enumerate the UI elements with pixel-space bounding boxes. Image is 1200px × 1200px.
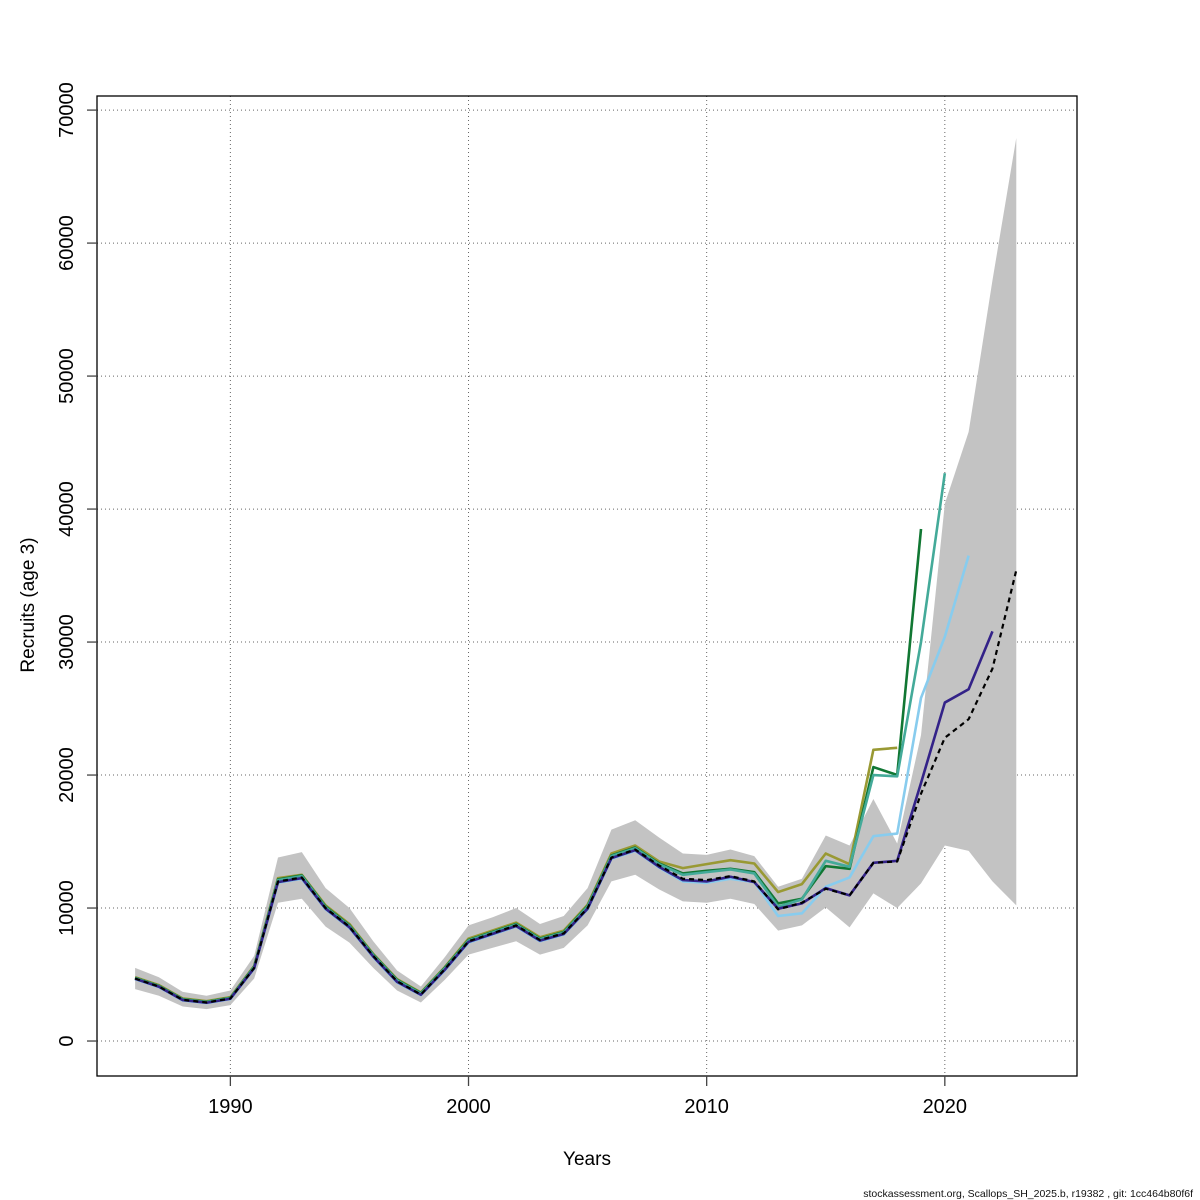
y-tick-label: 60000 xyxy=(56,215,78,271)
x-axis-label: Years xyxy=(563,1149,611,1170)
x-tick-label: 1990 xyxy=(208,1096,253,1118)
black-dashed-line xyxy=(134,569,1018,1004)
watermark-text: stockassessment.org, Scallops_SH_2025.b,… xyxy=(863,1188,1193,1200)
y-tick-label: 70000 xyxy=(56,82,78,138)
teal-line xyxy=(134,472,947,1004)
y-tick-label: 10000 xyxy=(56,880,78,936)
plot-border xyxy=(96,95,1078,1077)
tick-labels: 0 10000 20000 30000 40000 50000 60000 70000 1990… xyxy=(56,82,967,1118)
y-tick-label: 50000 xyxy=(56,348,78,404)
x-tick-label: 2010 xyxy=(684,1096,729,1118)
y-tick-label: 30000 xyxy=(56,614,78,670)
y-tick-label: 0 xyxy=(56,1035,78,1046)
axes xyxy=(87,109,946,1086)
x-tick-label: 2000 xyxy=(446,1096,491,1118)
x-tick-label: 2020 xyxy=(923,1096,968,1118)
confidence-band xyxy=(135,138,1017,1010)
y-tick-label: 40000 xyxy=(56,481,78,537)
y-axis-label: Recruits (age 3) xyxy=(18,537,39,673)
y-tick-label: 20000 xyxy=(56,747,78,803)
